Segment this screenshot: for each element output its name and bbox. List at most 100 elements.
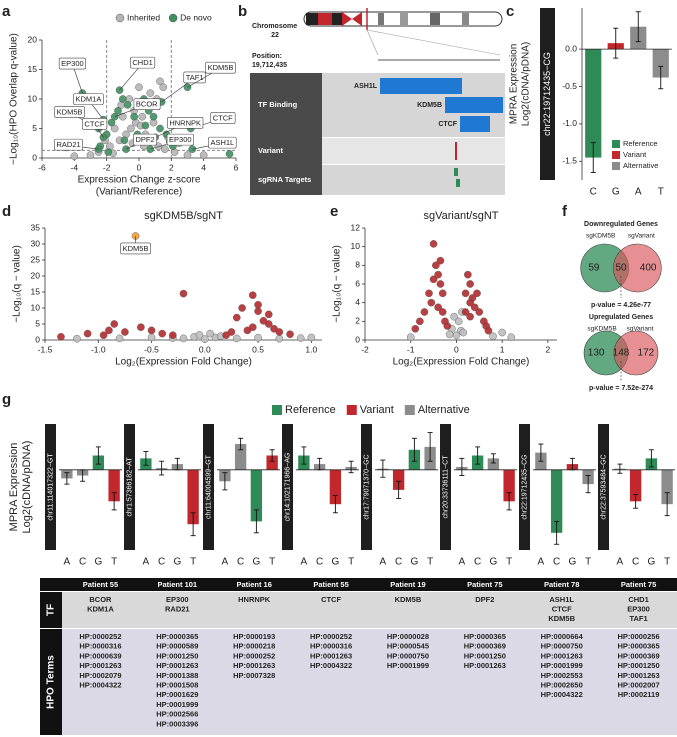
x-tick-label: -1.0 bbox=[91, 344, 106, 354]
hpo-cell: HP:0002650 bbox=[541, 680, 583, 689]
strip-label: chr20:33736111−CT bbox=[442, 455, 449, 519]
label-strip bbox=[519, 424, 530, 550]
point bbox=[130, 112, 138, 121]
bar bbox=[661, 469, 673, 505]
point bbox=[406, 333, 415, 342]
hpo-cell: HP:0000365 bbox=[464, 632, 506, 641]
x-tick-label: C bbox=[590, 187, 597, 198]
strip-label: chr22:37593484−GC bbox=[600, 454, 607, 519]
point bbox=[416, 317, 424, 326]
x-tick-label: T bbox=[111, 557, 117, 568]
point bbox=[127, 124, 135, 133]
track-label: sgRNA Targets bbox=[258, 175, 311, 184]
bar bbox=[266, 455, 278, 470]
tf-cell: HNRNPK bbox=[238, 595, 271, 604]
point bbox=[147, 326, 156, 335]
annotation-label: KDM1A bbox=[76, 95, 102, 104]
label-strip bbox=[598, 424, 609, 550]
bar bbox=[550, 469, 563, 533]
x-tick-label: T bbox=[427, 557, 433, 568]
x-tick-label: T bbox=[269, 557, 275, 568]
tf-binding-region bbox=[460, 116, 490, 132]
annotation-label: CTCF bbox=[213, 113, 233, 122]
annotation-box bbox=[133, 133, 157, 146]
annotation-label: CTCF bbox=[84, 119, 104, 128]
point bbox=[238, 304, 246, 312]
zoom-line bbox=[366, 29, 379, 56]
track-row bbox=[322, 138, 505, 164]
x-tick-label: 0 bbox=[454, 344, 459, 354]
y-tick-label: 5 bbox=[32, 123, 37, 133]
annotation-box bbox=[54, 138, 83, 151]
annotation-label: TAF1 bbox=[186, 73, 204, 82]
point bbox=[432, 261, 440, 270]
track-header-column bbox=[250, 73, 322, 195]
x-tick-label: -2 bbox=[103, 162, 111, 172]
point bbox=[199, 151, 208, 159]
point bbox=[232, 334, 241, 343]
hpo-cell: HP:0000028 bbox=[387, 632, 429, 641]
legend-label: Reference bbox=[285, 404, 336, 416]
x-tick-label: G bbox=[568, 557, 576, 568]
tf-cell: CHD1 bbox=[628, 595, 648, 604]
hpo-cell: HP:0000750 bbox=[541, 642, 583, 651]
y-tick-label: 2 bbox=[355, 316, 360, 326]
tf-cell: CTCF bbox=[321, 595, 341, 604]
point bbox=[254, 333, 262, 342]
band bbox=[306, 13, 318, 25]
hpo-cell: HP:0001250 bbox=[464, 651, 506, 660]
tf-label: ASH1L bbox=[354, 83, 378, 90]
point bbox=[179, 289, 188, 298]
label-strip bbox=[203, 424, 214, 550]
point bbox=[264, 310, 273, 319]
strip-label: chr11:64004599−GT bbox=[205, 454, 212, 519]
point bbox=[454, 317, 463, 326]
point bbox=[473, 289, 481, 298]
hpo-cell: HP:0001263 bbox=[310, 651, 352, 660]
hpo-cell: HP:0001263 bbox=[464, 661, 506, 670]
point bbox=[248, 291, 257, 300]
y-tick-label: 4 bbox=[355, 297, 360, 307]
set-label: sgKDM5B bbox=[586, 233, 615, 240]
point bbox=[286, 330, 294, 339]
bar bbox=[234, 444, 247, 470]
hpo-cell: HP:0000750 bbox=[387, 651, 429, 660]
point bbox=[459, 328, 468, 337]
venn-count: 400 bbox=[640, 263, 657, 274]
y-tick-label: 25 bbox=[31, 254, 41, 264]
patient-label: Patient 101 bbox=[158, 580, 198, 589]
annotation-box bbox=[210, 112, 236, 124]
annotation-box bbox=[54, 106, 85, 118]
y-axis-label: −Log₁₀(HPO Overlap q-value) bbox=[9, 33, 20, 165]
point bbox=[436, 280, 445, 288]
venn-title: Upregulated Genes bbox=[589, 314, 653, 321]
point bbox=[147, 333, 156, 342]
y-axis-label: Log2(cDNA/pDNA) bbox=[521, 42, 532, 126]
x-tick-label: T bbox=[190, 557, 196, 568]
tf-cell: DPF2 bbox=[475, 595, 494, 604]
venn-title: Downregulated Genes bbox=[584, 221, 658, 228]
patient-label: Patient 75 bbox=[467, 580, 502, 589]
y-tick-label: 12 bbox=[351, 222, 361, 232]
hpo-cell: HP:0001263 bbox=[541, 651, 583, 660]
bar bbox=[329, 469, 342, 505]
set-label: sgKDM5B bbox=[587, 326, 616, 333]
strip-label: chr22:19712435−CG bbox=[521, 454, 528, 519]
hpo-cell: HP:0000252 bbox=[310, 632, 352, 641]
bar bbox=[108, 469, 120, 502]
label-strip bbox=[282, 424, 293, 550]
y-tick-label: -1.5 bbox=[562, 156, 577, 166]
hpo-cell: HP:0002119 bbox=[618, 690, 660, 699]
annotation-label: DPF2 bbox=[135, 135, 154, 144]
y-axis-label: MPRA Expression bbox=[8, 443, 20, 532]
point bbox=[119, 112, 127, 121]
chromosome-label: 22 bbox=[271, 32, 279, 39]
hpo-cell: HP:0000256 bbox=[618, 632, 660, 641]
x-axis-label: Log₂(Expression Fold Change) bbox=[393, 357, 530, 368]
chart-title: sgKDM5B/sgNT bbox=[144, 210, 223, 222]
hpo-cell: HP:0001250 bbox=[156, 651, 198, 660]
hpo-cell: HP:0002007 bbox=[618, 680, 660, 689]
y-tick-label: 35 bbox=[31, 222, 41, 232]
x-tick-label: 0.5 bbox=[252, 344, 264, 354]
